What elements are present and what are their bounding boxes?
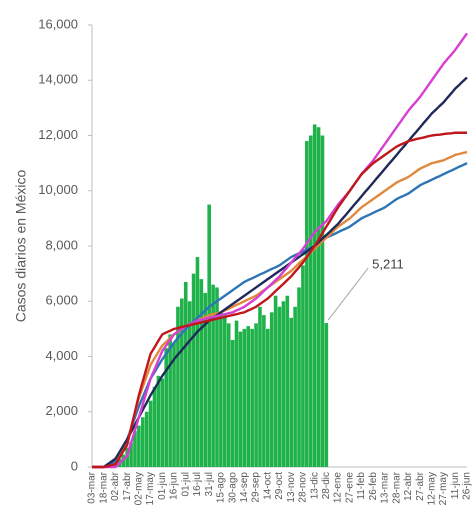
x-tick-label: 13-mar [380, 471, 391, 503]
x-tick-label: 13-dic [309, 472, 320, 499]
bar [161, 379, 165, 467]
x-tick-label: 17-may [145, 472, 156, 505]
bar [168, 334, 172, 467]
bar [219, 312, 223, 467]
x-tick-label: 28-nov [298, 472, 309, 503]
y-tick-label: 10,000 [38, 182, 78, 197]
x-tick-label: 01-jul [180, 472, 191, 496]
annotation-leader [328, 268, 368, 320]
x-tick-label: 11-feb [356, 472, 367, 500]
bar [254, 323, 258, 467]
bar [270, 312, 274, 467]
bar [235, 321, 239, 467]
x-tick-label: 01-jun [157, 472, 168, 500]
bar [278, 307, 282, 467]
y-axis-label: Casos diarios en México [13, 170, 29, 323]
x-tick-label: 02-may [134, 472, 145, 505]
y-tick-label: 14,000 [38, 72, 78, 87]
bar [231, 340, 235, 467]
bar [149, 401, 153, 467]
bar [282, 301, 286, 467]
x-tick-label: 27-may [438, 472, 449, 505]
x-tick-label: 29-oct [274, 472, 285, 500]
bar [200, 279, 204, 467]
x-tick-label: 12-may [426, 472, 437, 505]
x-tick-label: 03-mar [87, 471, 98, 503]
bar [293, 307, 297, 467]
x-tick-label: 11-jun [450, 472, 461, 499]
bar [196, 257, 200, 467]
bar [211, 285, 215, 467]
bar [297, 287, 301, 467]
bar [223, 315, 227, 467]
bar [309, 136, 313, 468]
bar [305, 141, 309, 467]
x-tick-label: 18-mar [98, 471, 109, 503]
x-tick-label: 14-oct [262, 472, 273, 500]
bar [157, 376, 161, 467]
bar [137, 426, 141, 467]
bar [317, 127, 321, 467]
y-tick-label: 4,000 [45, 348, 78, 363]
x-tick-label: 30-ago [227, 472, 238, 504]
bar [180, 298, 184, 467]
y-tick-label: 16,000 [38, 16, 78, 31]
bar [250, 329, 254, 467]
bar [243, 329, 247, 467]
bar [192, 274, 196, 467]
bar [227, 323, 231, 467]
bar [145, 412, 149, 467]
bar [274, 296, 278, 467]
x-tick-label: 17-abr [122, 471, 133, 501]
x-tick-label: 29-sep [251, 472, 262, 503]
x-tick-label: 31-jul [204, 472, 215, 496]
x-tick-label: 12-ene [333, 472, 344, 504]
y-tick-label: 8,000 [45, 237, 78, 252]
x-tick-label: 02-abr [110, 471, 121, 501]
bar [289, 318, 293, 467]
bar [286, 296, 290, 467]
x-tick-label: 15-ago [216, 472, 227, 504]
bar [301, 265, 305, 467]
bar [239, 332, 243, 467]
x-tick-label: 27-ene [344, 472, 355, 504]
x-tick-label: 26-jun [462, 472, 473, 500]
bar [325, 323, 329, 467]
bar [246, 326, 250, 467]
x-tick-label: 27-abr [415, 471, 426, 501]
x-tick-label: 26-feb [368, 472, 379, 501]
x-tick-label: 16-jul [192, 472, 203, 496]
y-tick-label: 6,000 [45, 293, 78, 308]
bar [262, 315, 266, 467]
x-tick-label: 12-abr [403, 471, 414, 501]
y-tick-label: 12,000 [38, 127, 78, 142]
value-label: 5,211 [372, 256, 404, 271]
x-tick-label: 28-dic [321, 472, 332, 499]
y-tick-label: 2,000 [45, 403, 78, 418]
x-tick-label: 14-sep [239, 472, 250, 503]
bar [184, 282, 188, 467]
bar [266, 329, 270, 467]
x-tick-label: 16-jun [169, 472, 180, 500]
bar [153, 387, 157, 467]
bar [321, 136, 325, 468]
bar [141, 417, 145, 467]
y-tick-label: 0 [71, 458, 78, 473]
x-tick-label: 28-mar [391, 471, 402, 503]
bar [258, 307, 262, 467]
bar [313, 124, 317, 467]
bar [207, 205, 211, 467]
bar [164, 348, 168, 467]
x-tick-label: 13-nov [286, 472, 297, 503]
